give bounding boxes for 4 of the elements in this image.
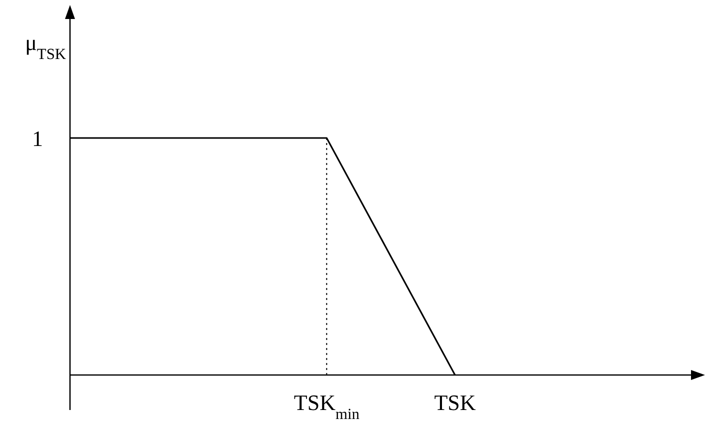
annotation: 1 (32, 126, 43, 151)
y-axis-title: μ$_{TSK}$ (25, 30, 66, 62)
x-tick-label: TSK$_{min}$ (294, 390, 360, 422)
x-tick-label: TSK (434, 390, 476, 415)
